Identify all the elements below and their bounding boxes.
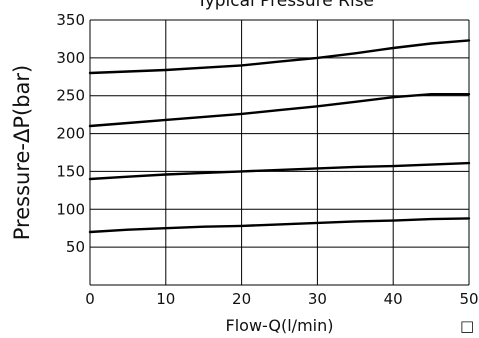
y-tick-label-50: 50 [66, 238, 85, 256]
grid [89, 19, 470, 286]
y-tick-label-150: 150 [56, 162, 85, 180]
x-tick-label-40: 40 [384, 290, 403, 308]
y-tick-label-250: 250 [56, 87, 85, 105]
series-group [88, 39, 471, 234]
x-tick-label-30: 30 [308, 290, 327, 308]
y-tick-label-100: 100 [56, 200, 85, 218]
x-axis-ticks: 0 10 20 30 40 50 [85, 290, 478, 308]
x-tick-label-20: 20 [232, 290, 251, 308]
series-line-4 [88, 217, 471, 234]
y-tick-label-300: 300 [56, 49, 85, 67]
y-axis-ticks: 50 100 150 200 250 300 350 [56, 11, 85, 256]
series-line-2 [88, 92, 471, 128]
footer-square-glyph: □ [460, 317, 474, 335]
x-tick-label-10: 10 [156, 290, 175, 308]
series-line-1 [88, 39, 471, 75]
y-tick-label-200: 200 [56, 125, 85, 143]
x-tick-label-50: 50 [459, 290, 478, 308]
y-axis-label: Pressure-ΔP(bar) [10, 65, 34, 241]
y-tick-label-350: 350 [56, 11, 85, 29]
series-line-3 [88, 161, 471, 181]
x-axis-label: Flow-Q(l/min) [226, 316, 334, 335]
chart-title: Typical Pressure Rise [196, 0, 374, 11]
x-tick-label-0: 0 [85, 290, 95, 308]
